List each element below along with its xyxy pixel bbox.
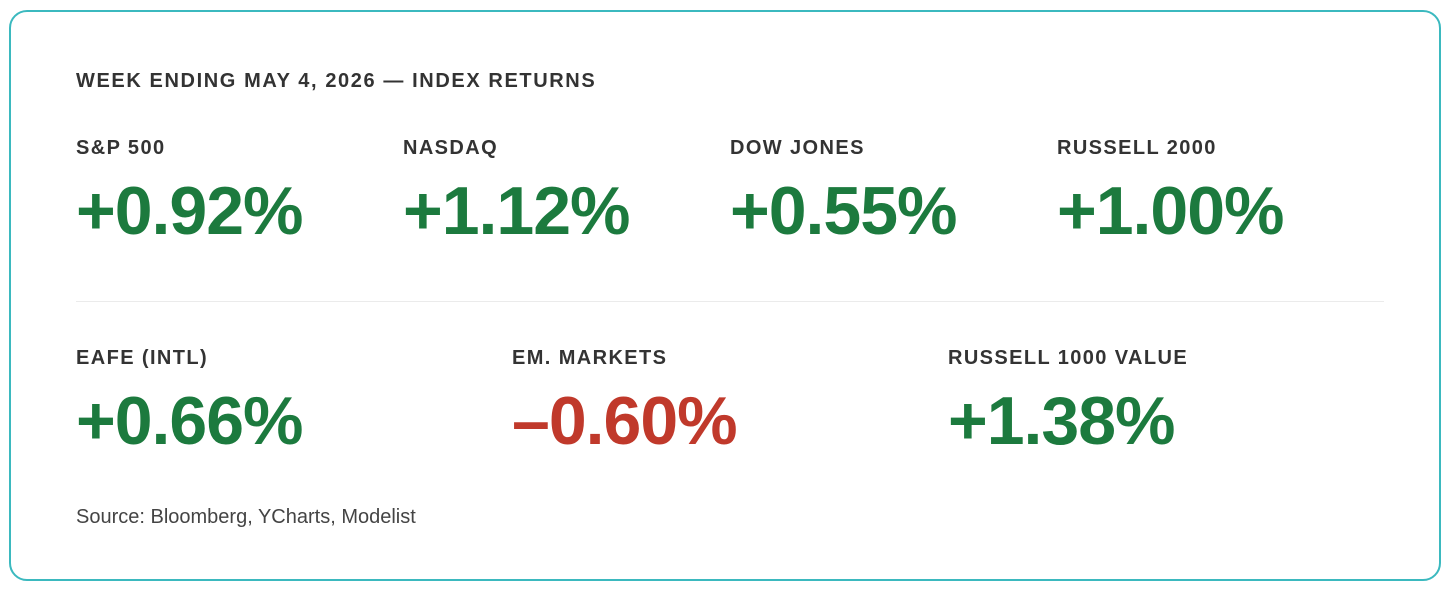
stat-value: +1.00% [1057,173,1285,249]
stat-label: RUSSELL 1000 VALUE [948,347,1189,369]
stat-russell-1000-value: RUSSELL 1000 VALUE +1.38% [948,346,1188,462]
stat-label: NASDAQ [403,137,499,159]
stat-label: EAFE (INTL) [76,347,209,369]
stat-label: DOW JONES [730,137,865,159]
stat-dow-jones: DOW JONES +0.55% [730,136,958,252]
stat-sp500: S&P 500 +0.92% [76,136,304,252]
card-title: WEEK ENDING MAY 4, 2026 — INDEX RETURNS [76,70,597,92]
stat-label: RUSSELL 2000 [1057,137,1217,159]
stat-eafe: EAFE (INTL) +0.66% [76,346,304,462]
stat-label: S&P 500 [76,137,166,159]
stat-label: EM. MARKETS [512,347,668,369]
source-note: Source: Bloomberg, YCharts, Modelist [76,506,416,528]
row-divider [76,301,1384,302]
stat-value: +0.66% [76,383,304,459]
stat-nasdaq: NASDAQ +1.12% [403,136,631,252]
stat-value: +1.38% [948,383,1176,459]
index-returns-card: WEEK ENDING MAY 4, 2026 — INDEX RETURNS … [9,10,1441,581]
stat-value: –0.60% [512,383,738,459]
stat-value: +0.55% [730,173,958,249]
stat-value: +1.12% [403,173,631,249]
stat-em-markets: EM. MARKETS –0.60% [512,346,738,462]
stat-value: +0.92% [76,173,304,249]
stat-russell-2000: RUSSELL 2000 +1.00% [1057,136,1285,252]
